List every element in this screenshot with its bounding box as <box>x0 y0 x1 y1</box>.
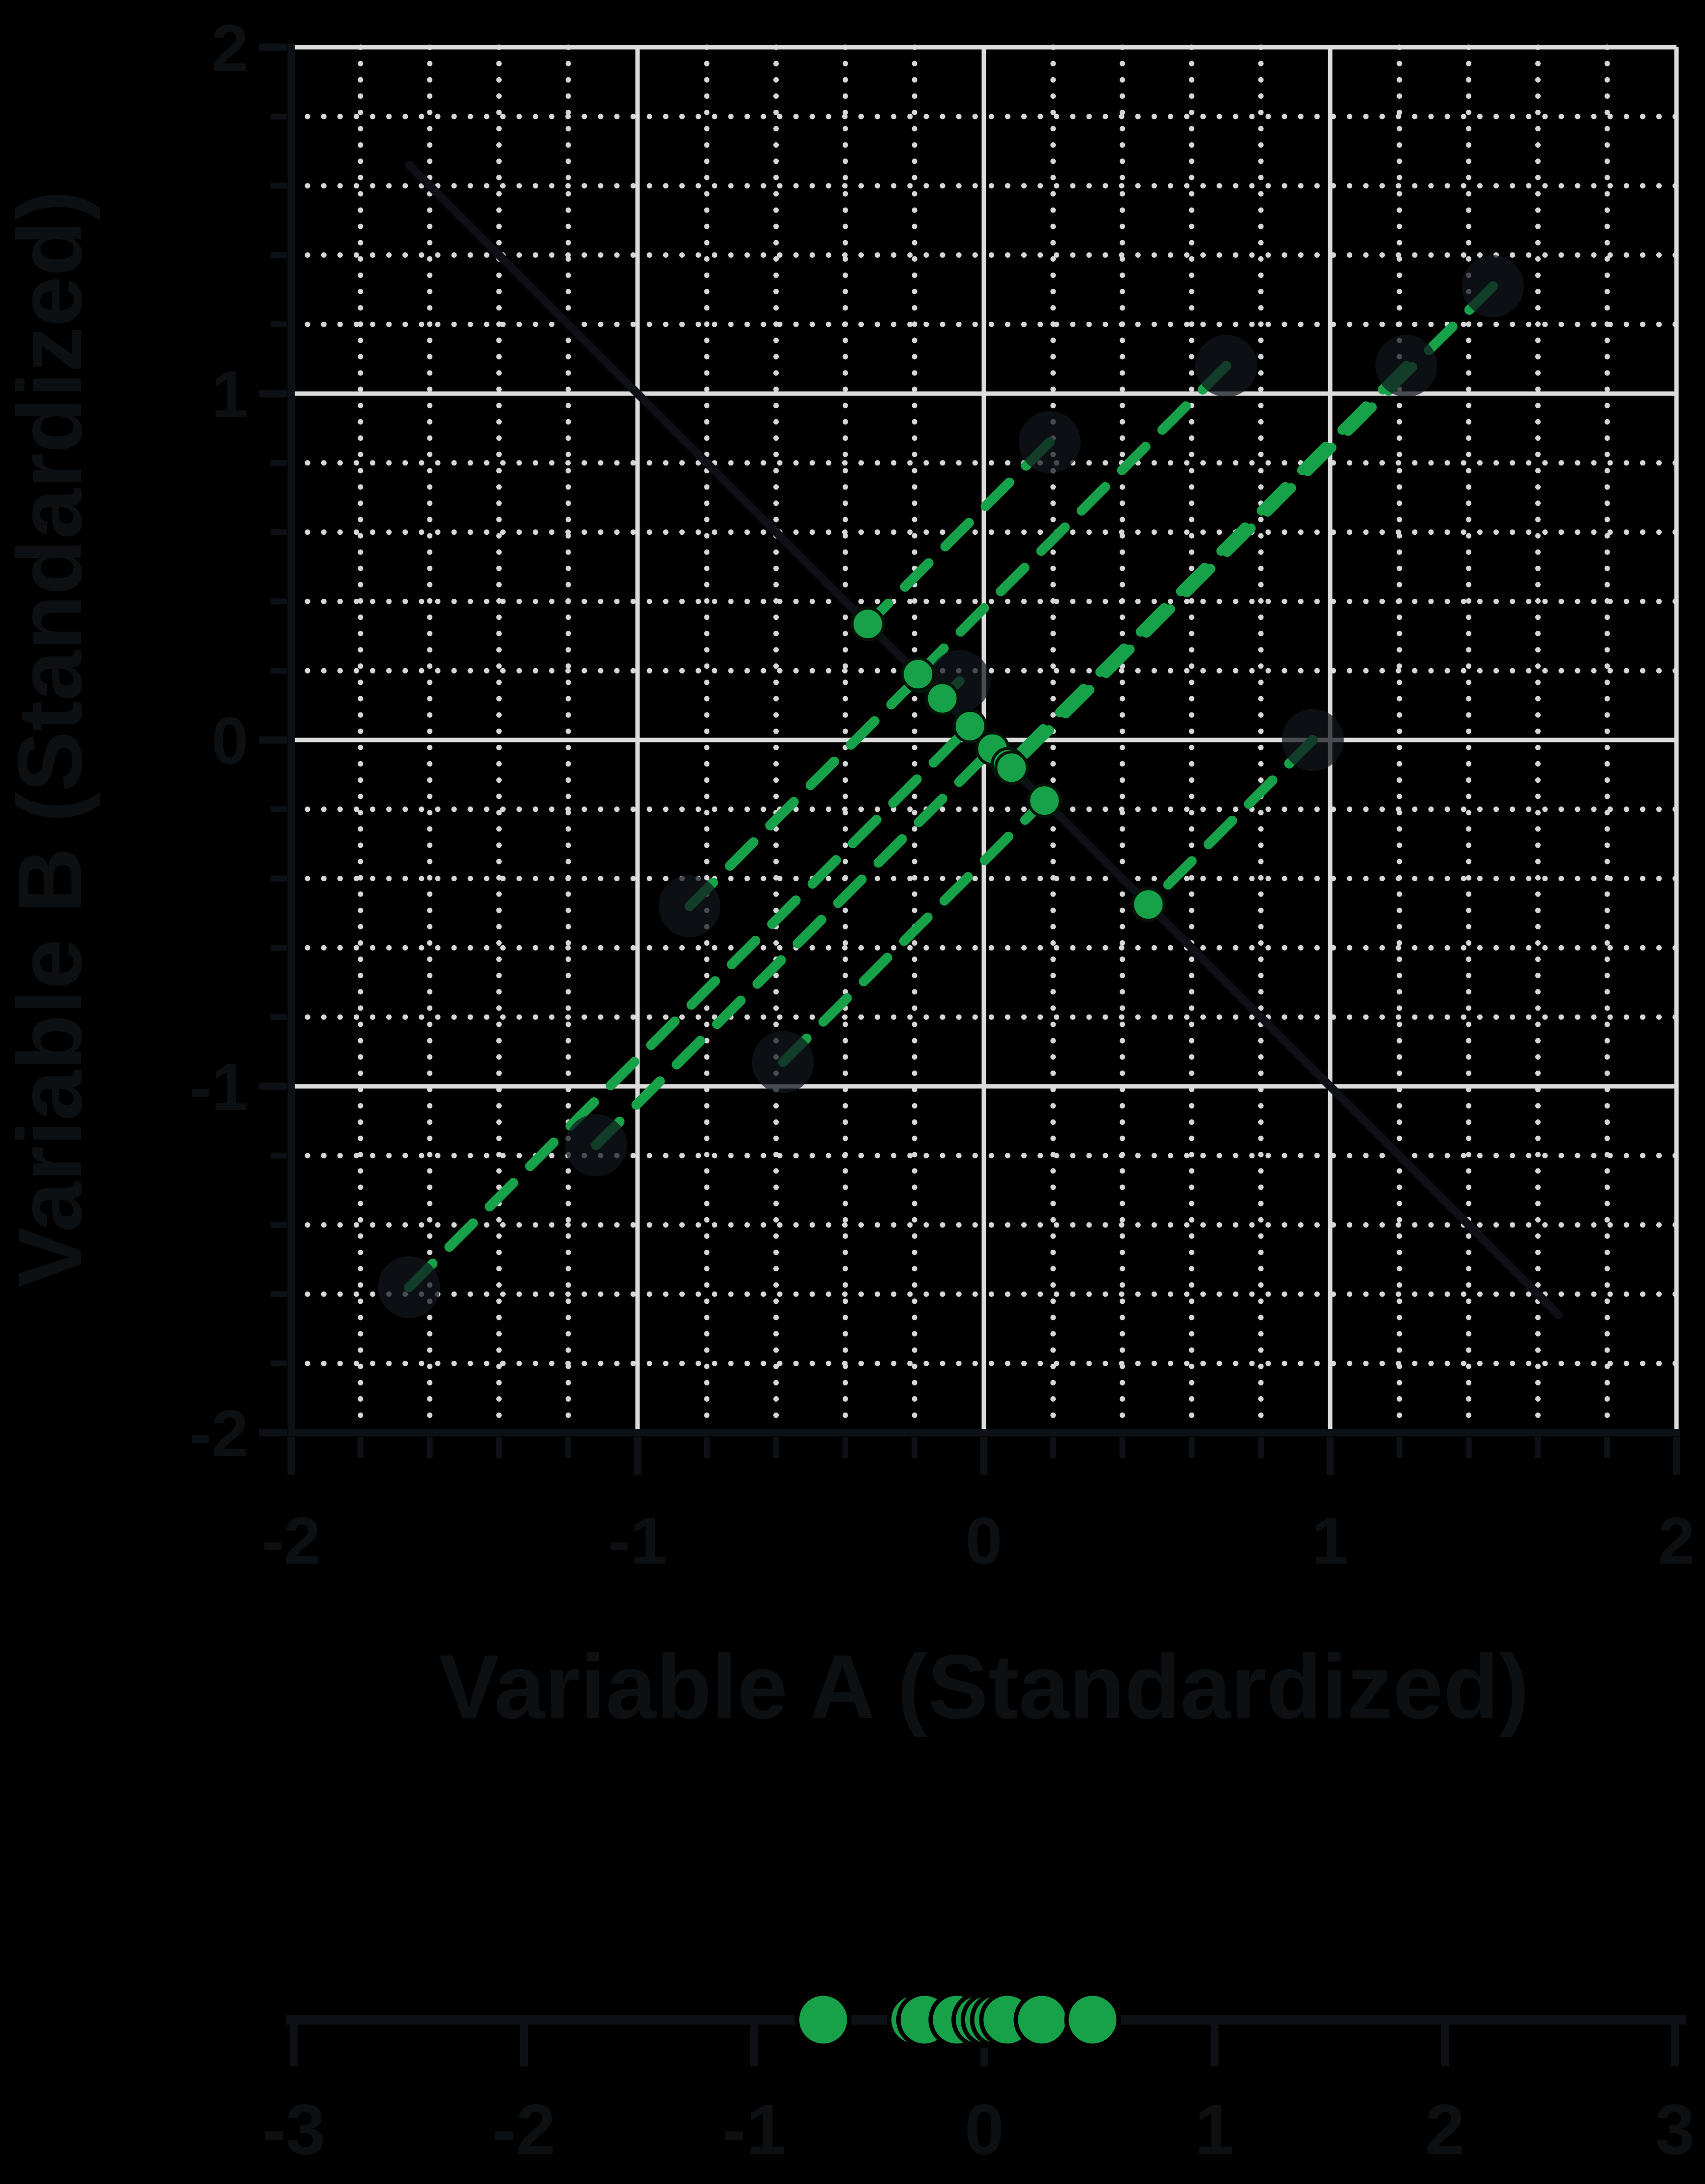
projected-point <box>851 607 885 642</box>
y-tick-label: 1 <box>212 357 248 431</box>
observed-point <box>1375 335 1437 397</box>
observed-point <box>1461 255 1524 317</box>
axes-spines-ticks <box>259 43 1680 1475</box>
observed-point <box>1018 411 1081 473</box>
observed-point <box>1281 709 1344 771</box>
connector-line <box>404 721 975 1292</box>
x-tick-label: -2 <box>262 1504 321 1578</box>
x-tick-label: -1 <box>608 1504 667 1578</box>
connector-line <box>778 796 1050 1067</box>
projected-point <box>994 750 1029 785</box>
y-tick-label: 0 <box>212 704 248 778</box>
y-tick-label: 2 <box>212 11 248 85</box>
rug-tick-label: -2 <box>492 2090 556 2169</box>
rug-tick-label: 1 <box>1195 2090 1235 2169</box>
connector-line <box>913 361 1231 679</box>
observed-point <box>658 875 721 937</box>
x-tick-label: 1 <box>1311 1504 1348 1578</box>
rug-tick-label: 3 <box>1655 2090 1695 2169</box>
x-tick-label: 2 <box>1658 1504 1695 1578</box>
connector-line <box>1143 735 1318 910</box>
projected-points <box>851 607 1166 922</box>
rug-tick-label: 0 <box>965 2090 1005 2169</box>
rug-tick-label: 2 <box>1425 2090 1465 2169</box>
minor-gridlines <box>288 44 1679 1436</box>
projected-point <box>1027 783 1062 818</box>
observed-point <box>752 1031 814 1093</box>
rug-point <box>1013 1991 1070 2048</box>
projected-point <box>1131 887 1166 922</box>
y-tick-label: -2 <box>189 1396 248 1471</box>
observed-point <box>378 1256 440 1319</box>
connector-line <box>863 437 1055 629</box>
y-axis-title: Variable B (Standardized) <box>0 190 101 1288</box>
rug-tick-label: -1 <box>723 2090 786 2169</box>
rug-tick-label: -3 <box>262 2090 326 2169</box>
observed-points <box>378 255 1524 1319</box>
connector-line <box>591 743 998 1150</box>
tick-labels: 2 1 0 -1 -2-2 -1 0 1 2 <box>189 11 1695 1578</box>
observed-point <box>1195 335 1257 397</box>
projected-point <box>901 657 936 692</box>
projected-point <box>925 681 960 716</box>
rug-point <box>794 1991 852 2048</box>
projection-rug-axis: -3 -2 -1 0 1 2 3 <box>262 1991 1695 2169</box>
x-axis-title: Variable A (Standardized) <box>438 1636 1529 1738</box>
y-tick-label: -1 <box>189 1050 248 1124</box>
rug-point <box>1064 1991 1121 2048</box>
observed-point <box>565 1114 627 1176</box>
projected-point <box>952 708 987 743</box>
connector-line <box>684 671 925 911</box>
x-tick-label: 0 <box>965 1504 1002 1578</box>
